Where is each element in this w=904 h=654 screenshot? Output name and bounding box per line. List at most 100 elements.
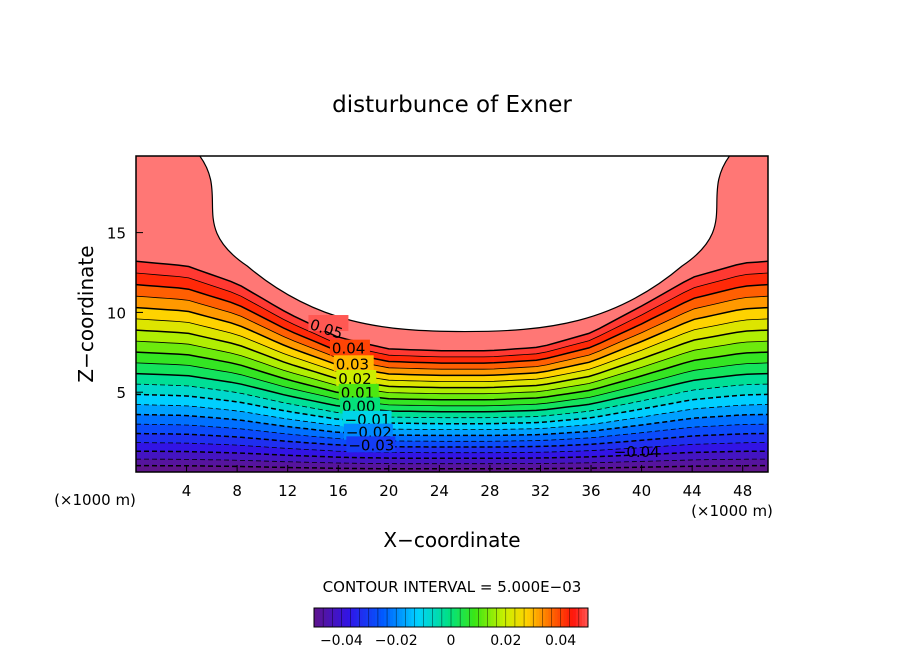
contour-line (136, 413, 768, 437)
colorbar-cell (426, 608, 431, 627)
colorbar-cell (551, 608, 556, 627)
colorbar-cell (527, 608, 531, 627)
contour-line (136, 260, 768, 352)
contour-label-bg (329, 339, 370, 356)
x-tick-label: 40 (632, 482, 651, 500)
colorbar-cell (454, 608, 458, 627)
contour-label: 0.03 (336, 355, 369, 373)
colorbar-tick-label: −0.04 (320, 633, 363, 649)
colorbar-cell (408, 608, 412, 627)
contour-line (136, 383, 768, 419)
x-axis-label: X−coordinate (383, 528, 520, 552)
colorbar-cell (578, 608, 583, 627)
x-axis-ticks: 4 8 12 16 20 24 28 32 36 40 44 48 (182, 465, 752, 500)
contour-line (136, 450, 768, 460)
unfilled-region (198, 156, 731, 333)
colorbar-frame (313, 607, 589, 628)
colorbar-cell (502, 608, 507, 627)
contour-line (136, 295, 768, 370)
colorbar-tick-label: 0.02 (490, 633, 521, 649)
colorbar-cell (463, 608, 467, 627)
contour-line (136, 458, 768, 465)
colorbar-cell (438, 608, 443, 627)
colorbar-cell (481, 608, 485, 627)
y-tick-label: 5 (116, 384, 126, 402)
colorbar-cell (530, 608, 534, 627)
contour-lines (136, 260, 768, 470)
x-tick-label: 8 (232, 482, 242, 500)
colorbar-cell (356, 608, 361, 627)
colorbar-cell (478, 608, 482, 627)
contour-label-bg (340, 397, 381, 414)
contour-label-bg (308, 315, 349, 332)
contour-line (136, 283, 768, 364)
x-tick-label: 4 (182, 482, 192, 500)
colorbar-cell (387, 608, 391, 627)
colorbar-cell (539, 608, 543, 627)
x-tick-label: 48 (733, 482, 752, 500)
colorbar-ticks: −0.04 −0.02 0 0.02 0.04 (320, 633, 576, 649)
colorbar-cell (554, 608, 559, 627)
y-axis-label: Z−coordinate (74, 245, 98, 382)
colorbar-cell (396, 608, 400, 627)
colorbar-cell (365, 608, 370, 627)
colorbar-cell (584, 608, 589, 627)
colorbar-cell (405, 608, 409, 627)
colorbar-cell (444, 608, 449, 627)
chart-title: disturbunce of Exner (332, 92, 572, 118)
contour-line (136, 329, 768, 389)
colorbar-cell (374, 608, 379, 627)
colorbar-cell (368, 608, 373, 627)
x-tick-label: 12 (278, 482, 297, 500)
colorbar-cell (536, 608, 540, 627)
contour-label: −0.03 (348, 436, 394, 454)
colorbar-cell (384, 608, 388, 627)
colorbar-cell (475, 608, 479, 627)
colorbar-cell (350, 608, 355, 627)
y-axis-ticks: 5 10 15 (107, 225, 143, 402)
colorbar-cell (320, 608, 324, 627)
x-tick-label: 20 (379, 482, 398, 500)
y-unit-label: (×1000 m) (54, 491, 136, 509)
contour-line (136, 306, 768, 377)
colorbar-cell (317, 608, 321, 627)
colorbar-cell (332, 608, 336, 627)
colorbar-cell (329, 608, 333, 627)
x-tick-label: 32 (531, 482, 550, 500)
colorbar-cell (420, 608, 425, 627)
contour-line (136, 393, 768, 425)
colorbar-cell (414, 608, 419, 627)
contour-labels: 0.050.040.030.020.010.00−0.01−0.02−0.03−… (308, 315, 660, 461)
colorbar-cell (490, 608, 495, 627)
colorbar-cell (371, 608, 376, 627)
colorbar-cell (542, 608, 546, 627)
colorbar-cell (545, 608, 549, 627)
colorbar-cell (341, 608, 345, 627)
colorbar-cell (493, 608, 498, 627)
colorbar-cell (362, 608, 367, 627)
colorbar-cell (353, 608, 358, 627)
colorbar-cell (326, 608, 330, 627)
colorbar-cell (581, 608, 586, 627)
colorbar-cell (411, 608, 415, 627)
colorbar-tick-label: −0.02 (375, 633, 418, 649)
colorbar-cell (566, 608, 571, 627)
colorbar-cell (314, 608, 318, 627)
colorbar-cell (451, 608, 455, 627)
colorbar-cell (469, 608, 473, 627)
contour-line (136, 464, 768, 470)
colorbar-cell (335, 608, 339, 627)
contour-line (136, 318, 768, 382)
x-tick-label: 44 (683, 482, 702, 500)
colorbar-cell (429, 608, 434, 627)
x-tick-label: 36 (581, 482, 600, 500)
colorbar-cell (521, 608, 525, 627)
colorbar-cell (402, 608, 406, 627)
contour-line (136, 372, 768, 413)
colorbar-cell (569, 608, 574, 627)
colorbar-cell (417, 608, 422, 627)
contour-label: 0.02 (338, 370, 371, 388)
colorbar-cell (441, 608, 446, 627)
contour-label-bg (336, 369, 377, 386)
